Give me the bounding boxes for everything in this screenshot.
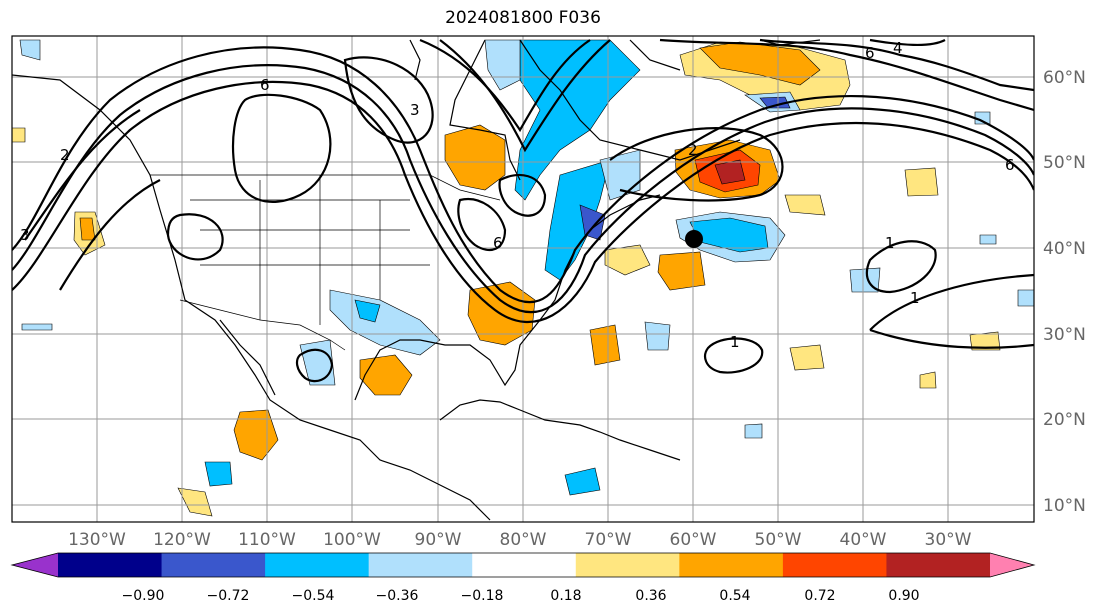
lon-label: 60°W [670, 530, 717, 550]
colorbar-tick-label: 0.72 [804, 588, 835, 604]
colorbar-segment [58, 553, 163, 577]
lon-label: 110°W [238, 530, 296, 550]
colorbar-tick-label: −0.36 [376, 588, 419, 604]
contour-label: 3 [20, 226, 30, 244]
lon-label: 30°W [925, 530, 972, 550]
colorbar-tick-label: −0.72 [207, 588, 250, 604]
lat-label: 20°N [1043, 410, 1086, 430]
colorbar-segment [782, 553, 887, 577]
contour-labels: 2 3 6 3 6 2 6 4 6 1 1 1 [20, 39, 1015, 351]
contour-label: 6 [865, 44, 875, 62]
colorbar-ticks: −0.90 −0.72 −0.54 −0.36 −0.18 0.18 0.36 … [122, 588, 920, 604]
lon-label: 50°W [755, 530, 802, 550]
lon-label: 120°W [153, 530, 211, 550]
lat-label: 60°N [1043, 68, 1086, 88]
graticule [12, 36, 1034, 522]
colorbar-extend-min [12, 553, 58, 577]
colorbar-segment [368, 553, 473, 577]
colorbar-tick-label: 0.36 [635, 588, 666, 604]
lon-label: 80°W [500, 530, 547, 550]
colorbar-outline [10, 552, 1036, 578]
lon-label: 70°W [585, 530, 632, 550]
map-border [11, 35, 1035, 523]
lon-label: 40°W [840, 530, 887, 550]
anomaly-shading [12, 39, 1034, 517]
colorbar-tick-label: 0.90 [888, 588, 919, 604]
longitude-labels: 130°W 120°W 110°W 100°W 90°W 80°W 70°W 6… [68, 530, 972, 550]
colorbar-segment [575, 553, 680, 577]
contour-label: 3 [410, 101, 420, 119]
colorbar-segment [679, 553, 784, 577]
contours [12, 38, 1034, 383]
contour-label: 2 [688, 141, 698, 159]
colorbar-segment [472, 553, 577, 577]
contour-label: 4 [893, 39, 903, 57]
colorbar-tick-label: −0.90 [122, 588, 165, 604]
colorbar-segment [161, 553, 266, 577]
contour-label: 1 [910, 289, 920, 307]
colorbar-tick-label: 0.54 [719, 588, 750, 604]
colorbar-extend-max [990, 553, 1034, 577]
contour-label: 6 [1005, 156, 1015, 174]
map-title: 2024081800 F036 [445, 8, 601, 28]
contour-label: 6 [493, 234, 503, 252]
storm-location-marker [685, 230, 703, 248]
contour-label: 1 [885, 234, 895, 252]
colorbar-segment [265, 553, 370, 577]
contour-label: 6 [260, 76, 270, 94]
lat-label: 10°N [1043, 496, 1086, 516]
lon-label: 90°W [415, 530, 462, 550]
colorbar-tick-label: 0.18 [550, 588, 581, 604]
lon-label: 130°W [68, 530, 126, 550]
contour-label: 1 [730, 333, 740, 351]
colorbar-tick-label: −0.18 [461, 588, 504, 604]
colorbar-tick-label: −0.54 [292, 588, 335, 604]
lon-label: 100°W [323, 530, 381, 550]
colorbar-segment [886, 553, 991, 577]
colorbar [10, 552, 1036, 578]
latitude-labels: 60°N 50°N 40°N 30°N 20°N 10°N [1043, 68, 1086, 516]
lat-label: 30°N [1043, 325, 1086, 345]
lat-label: 50°N [1043, 153, 1086, 173]
lat-label: 40°N [1043, 239, 1086, 259]
contour-label: 2 [60, 146, 70, 164]
